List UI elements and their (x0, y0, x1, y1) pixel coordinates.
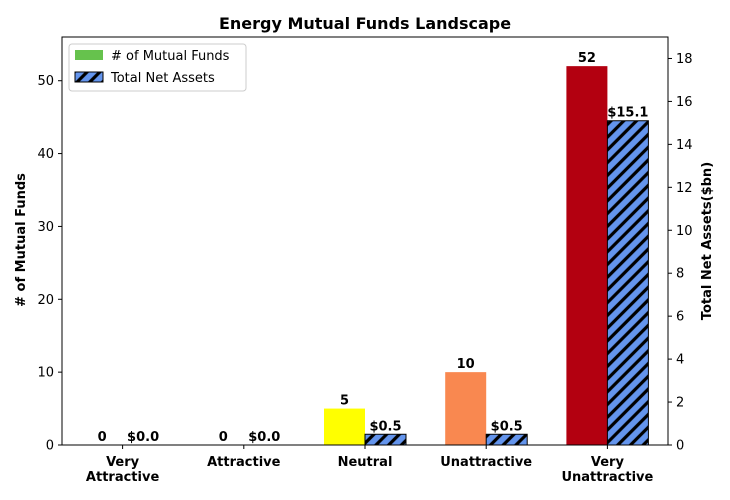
y-tick-label-2: 20 (37, 293, 54, 308)
bar-mutual-funds-3 (445, 372, 487, 445)
legend-swatch-mutual-funds (75, 50, 103, 60)
y2-tick-label-7: 14 (676, 138, 693, 153)
x-tick-label-4-0: Very (591, 455, 625, 470)
x-tick-label-2-0: Neutral (338, 455, 393, 470)
plot-frame (61, 36, 669, 446)
y2-tick-label-3: 6 (676, 310, 684, 325)
bar-net-assets-3 (485, 433, 528, 446)
y2-tick-label-4: 8 (676, 267, 684, 282)
legend-box (68, 43, 247, 92)
y-tick-label-3: 30 (37, 220, 54, 235)
y2-tick-label-1: 2 (676, 396, 684, 411)
legend-swatch-net-assets (74, 71, 104, 83)
bar-mutual-funds-2 (324, 408, 365, 445)
x-tick-label-0-0: Very (106, 455, 140, 470)
data-label-mutual-funds-3: 10 (457, 357, 475, 372)
data-label-net-assets-3: $0.5 (491, 419, 523, 434)
y2-tick-label-6: 12 (676, 181, 693, 196)
data-label-mutual-funds-4: 52 (578, 51, 596, 66)
y-tick-label-0: 0 (46, 439, 54, 454)
data-label-mutual-funds-1: 0 (219, 430, 228, 445)
y2-tick-label-0: 0 (676, 439, 684, 454)
y2-tick-label-5: 10 (676, 224, 693, 239)
y2-axis-title: Total Net Assets($bn) (700, 162, 715, 320)
data-label-mutual-funds-2: 5 (340, 394, 349, 409)
bar-net-assets-4 (606, 120, 649, 446)
chart-title: Energy Mutual Funds Landscape (219, 14, 511, 33)
data-label-net-assets-4: $15.1 (607, 106, 648, 121)
x-tick-label-1-0: Attractive (207, 455, 281, 470)
y2-tick-label-8: 16 (676, 95, 693, 110)
x-tick-label-0-1: Attractive (86, 470, 160, 485)
data-label-net-assets-2: $0.5 (369, 419, 401, 434)
y2-tick-label-9: 18 (676, 52, 693, 67)
bar-mutual-funds-4 (566, 66, 608, 446)
legend-label-mutual-funds: # of Mutual Funds (111, 49, 230, 64)
x-tick-label-4-1: Unattractive (561, 470, 653, 485)
data-label-mutual-funds-0: 0 (98, 430, 107, 445)
y2-tick-label-2: 4 (676, 353, 684, 368)
y-tick-label-5: 50 (37, 74, 54, 89)
data-label-net-assets-0: $0.0 (127, 430, 159, 445)
x-tick-label-3-0: Unattractive (440, 455, 532, 470)
bar-net-assets-2 (364, 433, 407, 446)
y-tick-label-1: 10 (37, 366, 54, 381)
legend-label-net-assets: Total Net Assets (110, 71, 215, 86)
data-label-net-assets-1: $0.0 (248, 430, 280, 445)
y-tick-label-4: 40 (37, 147, 54, 162)
y-axis-title: # of Mutual Funds (14, 173, 29, 307)
